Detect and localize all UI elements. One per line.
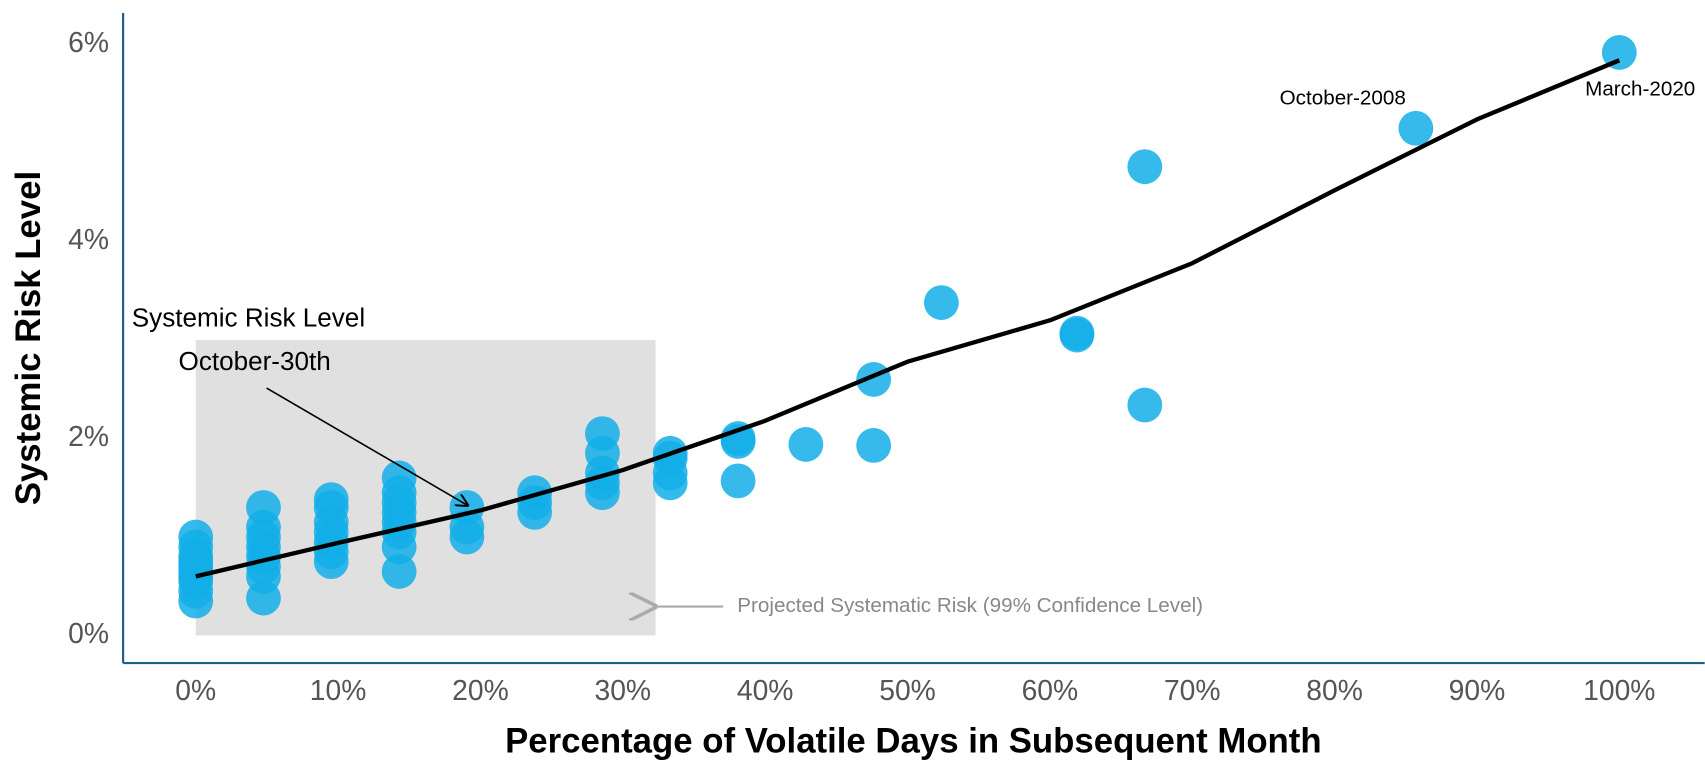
y-tick-label: 2% [68,420,109,452]
x-tick-label: 0% [175,674,216,706]
point [449,490,485,525]
point [788,427,824,462]
point [1127,387,1163,423]
point [381,554,417,589]
annotation: October-2008 [1280,86,1406,109]
annotation: October-30th [179,346,331,376]
x-axis-title: Percentage of Volatile Days in Subsequen… [505,723,1321,761]
y-tick-label: 6% [68,26,109,58]
point [720,421,756,456]
point [1127,149,1163,185]
point [856,428,892,463]
y-tick-label: 0% [68,617,109,649]
point [585,416,620,451]
point [1398,110,1434,146]
point [246,490,281,525]
y-axis-title: Systemic Risk Level [10,171,48,505]
annotation: Projected Systematic Risk (99% Confidenc… [737,594,1203,617]
point [1601,35,1637,70]
x-tick-label: 70% [1164,674,1221,706]
x-tick-label: 60% [1022,674,1079,706]
point [178,519,214,555]
y-tick-label: 4% [68,223,109,255]
x-tick-label: 20% [452,674,509,706]
points-layer [178,35,1637,619]
annotation: March-2020 [1585,78,1695,101]
x-tick-label: 50% [879,674,936,706]
x-tick-label: 80% [1306,674,1363,706]
point [923,285,959,320]
x-tick-label: 40% [737,674,794,706]
trend-line [195,58,1621,579]
point [313,482,349,517]
point [517,475,553,511]
annotation-arrow [266,387,468,505]
overlay-layer: 0% 10% 20% 30% 40% 50% 60% 70% 80% 90% 100% 0% 2% 4% 6… [68,13,1705,706]
x-tick-label: 90% [1449,674,1506,706]
x-tick-label: 30% [595,674,652,706]
point [1059,315,1095,351]
annotation: Systemic Risk Level [132,302,365,332]
point [381,460,417,496]
point [720,463,756,499]
x-tick-label: 100% [1583,674,1655,706]
x-tick-label: 10% [310,674,367,706]
